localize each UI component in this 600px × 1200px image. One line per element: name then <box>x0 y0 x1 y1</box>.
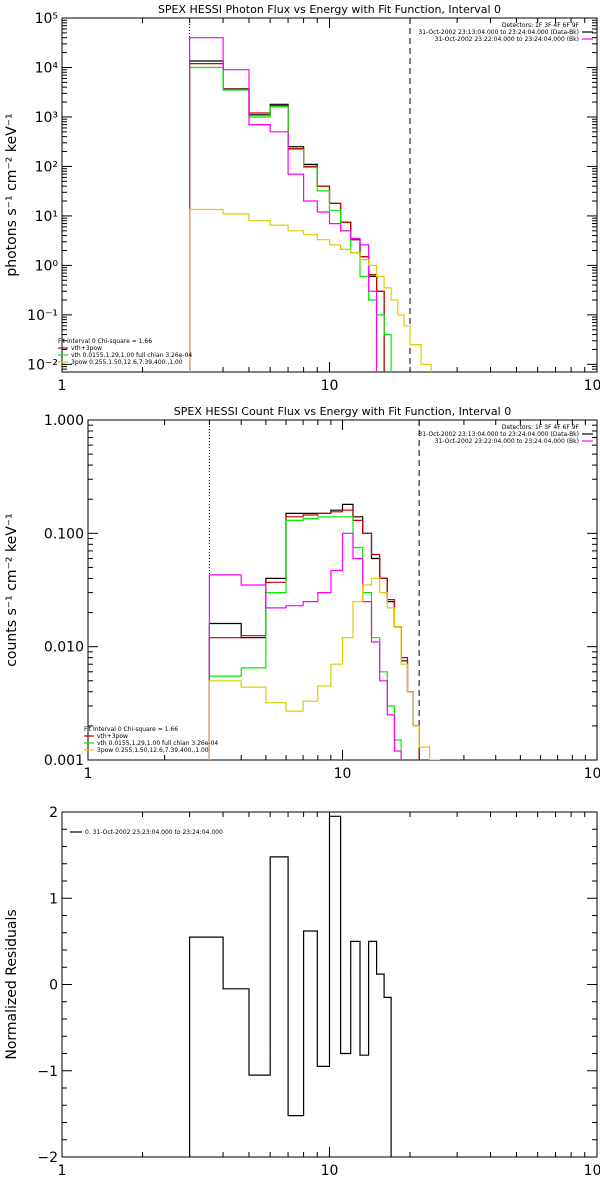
series-line-4 <box>189 37 378 372</box>
y-tick-label: 0.100 <box>44 526 84 542</box>
header-text: 31-Oct-2002 23:13:04.000 to 23:24:04.000… <box>418 29 579 36</box>
chart-title: SPEX HESSI Count Flux vs Energy with Fit… <box>174 405 511 418</box>
y-tick-label: 1.000 <box>44 413 84 429</box>
header-text: Detectors: 1F 3F 4F 6F 9F <box>502 424 580 431</box>
y-axis-label: photons s⁻¹ cm⁻² keV⁻¹ <box>4 113 20 276</box>
legend-title: Fit Interval 0 Chi-square = 1.66 <box>58 338 152 345</box>
header-text: 31-Oct-2002 23:22:04.000 to 23:24:04.000… <box>435 438 579 445</box>
series-line-1 <box>189 60 385 372</box>
legend: Fit Interval 0 Chi-square = 1.66vth+3pow… <box>58 338 192 366</box>
x-tick-label: 10 <box>321 378 339 394</box>
header-text: Detectors: 1F 3F 4F 6F 9F <box>502 22 580 29</box>
x-tick-label: 10 <box>321 1163 339 1179</box>
chart-panel-1: 1 10 100 10⁻² 10⁻¹ 10⁰ 10¹ 10² 10³ 10⁴ 10⁵ SPEX HES… <box>4 3 600 394</box>
x-tick-label: 1 <box>84 766 93 782</box>
series-line-4 <box>208 532 402 760</box>
y-tick-label: 10⁻¹ <box>27 308 58 324</box>
y-tick-label: 10¹ <box>35 209 58 225</box>
y-tick-label: 0 <box>49 978 58 994</box>
y-axis-label: counts s⁻¹ cm⁻² keV⁻¹ <box>4 513 20 667</box>
series-line-2 <box>189 62 385 372</box>
legend-entry: vth+3pow <box>71 345 102 352</box>
y-tick-label: 2 <box>49 805 58 821</box>
header-text: 31-Oct-2002 23:22:04.000 to 23:24:04.000… <box>435 36 579 43</box>
series-line-1 <box>208 503 420 760</box>
x-tick-label: 1 <box>58 1163 67 1179</box>
legend-entry: 0. 31-Oct-2002 23:23:04.000 to 23:24:04.… <box>85 829 223 836</box>
legend-entry: vth 0.0155,1.29,1.00 full chian 3.26e-04 <box>97 740 218 747</box>
legend-entry: vth 0.0155,1.29,1.00 full chian 3.26e-04 <box>71 352 192 359</box>
series-line-3 <box>189 66 392 372</box>
x-tick-label: 100 <box>584 378 600 394</box>
chart-panel-3: 1 10 100 −2 −1 0 1 2 Normalized Residuals 0. 31-O… <box>4 805 600 1179</box>
series-line-1 <box>189 815 392 1157</box>
y-tick-label: 1 <box>49 891 58 907</box>
legend-title: Fit Interval 0 Chi-square = 1.66 <box>84 726 178 733</box>
y-tick-label: 10⁴ <box>35 60 59 76</box>
y-axis-label: Normalized Residuals <box>4 909 20 1059</box>
x-tick-label: 100 <box>584 1163 600 1179</box>
chart-title: SPEX HESSI Photon Flux vs Energy with Fi… <box>158 3 501 16</box>
y-tick-label: 10⁻² <box>27 357 58 373</box>
y-tick-label: 10² <box>35 159 58 175</box>
x-tick-label: 1 <box>58 378 67 394</box>
series-line-5 <box>189 208 432 372</box>
x-tick-label: 100 <box>584 766 600 782</box>
legend: 0. 31-Oct-2002 23:23:04.000 to 23:24:04.… <box>70 829 223 836</box>
header-text: 31-Oct-2002 23:13:04.000 to 23:24:04.000… <box>418 431 579 438</box>
legend-entry: vth+3pow <box>97 733 128 740</box>
legend: Fit Interval 0 Chi-square = 1.66vth+3pow… <box>84 726 218 754</box>
y-tick-label: 10⁰ <box>35 258 59 274</box>
y-tick-label: 0.010 <box>44 640 84 656</box>
series-line-5 <box>208 577 440 760</box>
legend-entry: 3pow 0.255,1.50,12.6,7.39,400.,1.00 <box>97 747 209 754</box>
chart-panel-2: 1 10 100 0.001 0.010 0.100 1.000 SPEX HESSI Cou… <box>4 405 600 782</box>
plot-frame <box>87 419 598 761</box>
x-tick-label: 10 <box>334 766 352 782</box>
series-line-2 <box>208 509 420 760</box>
y-tick-label: −1 <box>37 1064 58 1080</box>
y-tick-label: 0.001 <box>44 753 84 769</box>
legend-entry: 3pow 0.255,1.50,12.6,7.39,400.,1.00 <box>71 359 183 366</box>
y-tick-label: 10⁵ <box>35 11 58 27</box>
y-tick-label: −2 <box>37 1150 58 1166</box>
y-tick-label: 10³ <box>35 110 58 126</box>
